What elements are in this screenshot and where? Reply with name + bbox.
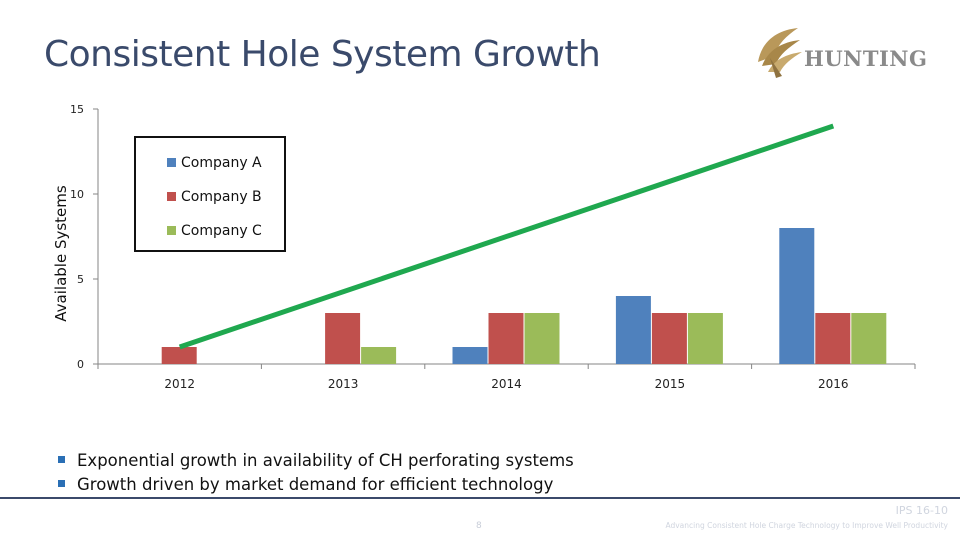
y-tick-label: 10 bbox=[70, 188, 84, 201]
y-tick-label: 15 bbox=[70, 103, 84, 116]
logo-text: HUNTING bbox=[804, 46, 928, 71]
bullet-square-icon bbox=[58, 480, 65, 487]
footer-tagline: Advancing Consistent Hole Charge Technol… bbox=[665, 521, 948, 530]
legend-box bbox=[134, 136, 286, 252]
trend-line bbox=[178, 123, 835, 350]
bar-company-c bbox=[524, 313, 560, 364]
footer: 8 IPS 16-10 Advancing Consistent Hole Ch… bbox=[0, 497, 960, 540]
document-code: IPS 16-10 bbox=[895, 504, 948, 517]
page-number: 8 bbox=[476, 521, 482, 531]
x-tick-label: 2012 bbox=[164, 377, 195, 391]
x-tick-label: 2014 bbox=[491, 377, 522, 391]
y-axis-label: Available Systems bbox=[52, 185, 70, 322]
bar-company-a bbox=[779, 228, 815, 364]
bar-company-b bbox=[161, 347, 197, 364]
bullet-text: Growth driven by market demand for effic… bbox=[77, 475, 554, 494]
bar-company-a bbox=[615, 296, 651, 364]
footer-divider bbox=[0, 497, 960, 499]
legend-swatch bbox=[167, 158, 176, 167]
x-tick-label: 2015 bbox=[655, 377, 686, 391]
legend-swatch bbox=[167, 226, 176, 235]
bar-company-b bbox=[815, 313, 851, 364]
legend-swatch bbox=[167, 192, 176, 201]
bullet-list: Exponential growth in availability of CH… bbox=[58, 449, 574, 497]
bullet-text: Exponential growth in availability of CH… bbox=[77, 451, 574, 470]
bar-company-b bbox=[325, 313, 361, 364]
legend-label: Company B bbox=[181, 189, 262, 205]
y-tick-label: 5 bbox=[77, 273, 84, 286]
bar-company-c bbox=[851, 313, 887, 364]
bar-company-a bbox=[452, 347, 488, 364]
bar-company-c bbox=[687, 313, 723, 364]
bar-company-b bbox=[488, 313, 524, 364]
slide-title: Consistent Hole System Growth bbox=[44, 34, 601, 75]
hunting-logo: HUNTING bbox=[752, 22, 927, 82]
bullet-square-icon bbox=[58, 456, 65, 463]
legend-label: Company A bbox=[181, 155, 262, 171]
bar-company-c bbox=[361, 347, 397, 364]
y-tick-label: 0 bbox=[77, 358, 84, 371]
x-tick-label: 2016 bbox=[818, 377, 849, 391]
wing-logo-icon bbox=[758, 28, 802, 78]
bar-company-b bbox=[651, 313, 687, 364]
legend-label: Company C bbox=[181, 223, 262, 239]
bullet-item: Growth driven by market demand for effic… bbox=[58, 473, 574, 497]
x-tick-label: 2013 bbox=[328, 377, 359, 391]
bullet-item: Exponential growth in availability of CH… bbox=[58, 449, 574, 473]
